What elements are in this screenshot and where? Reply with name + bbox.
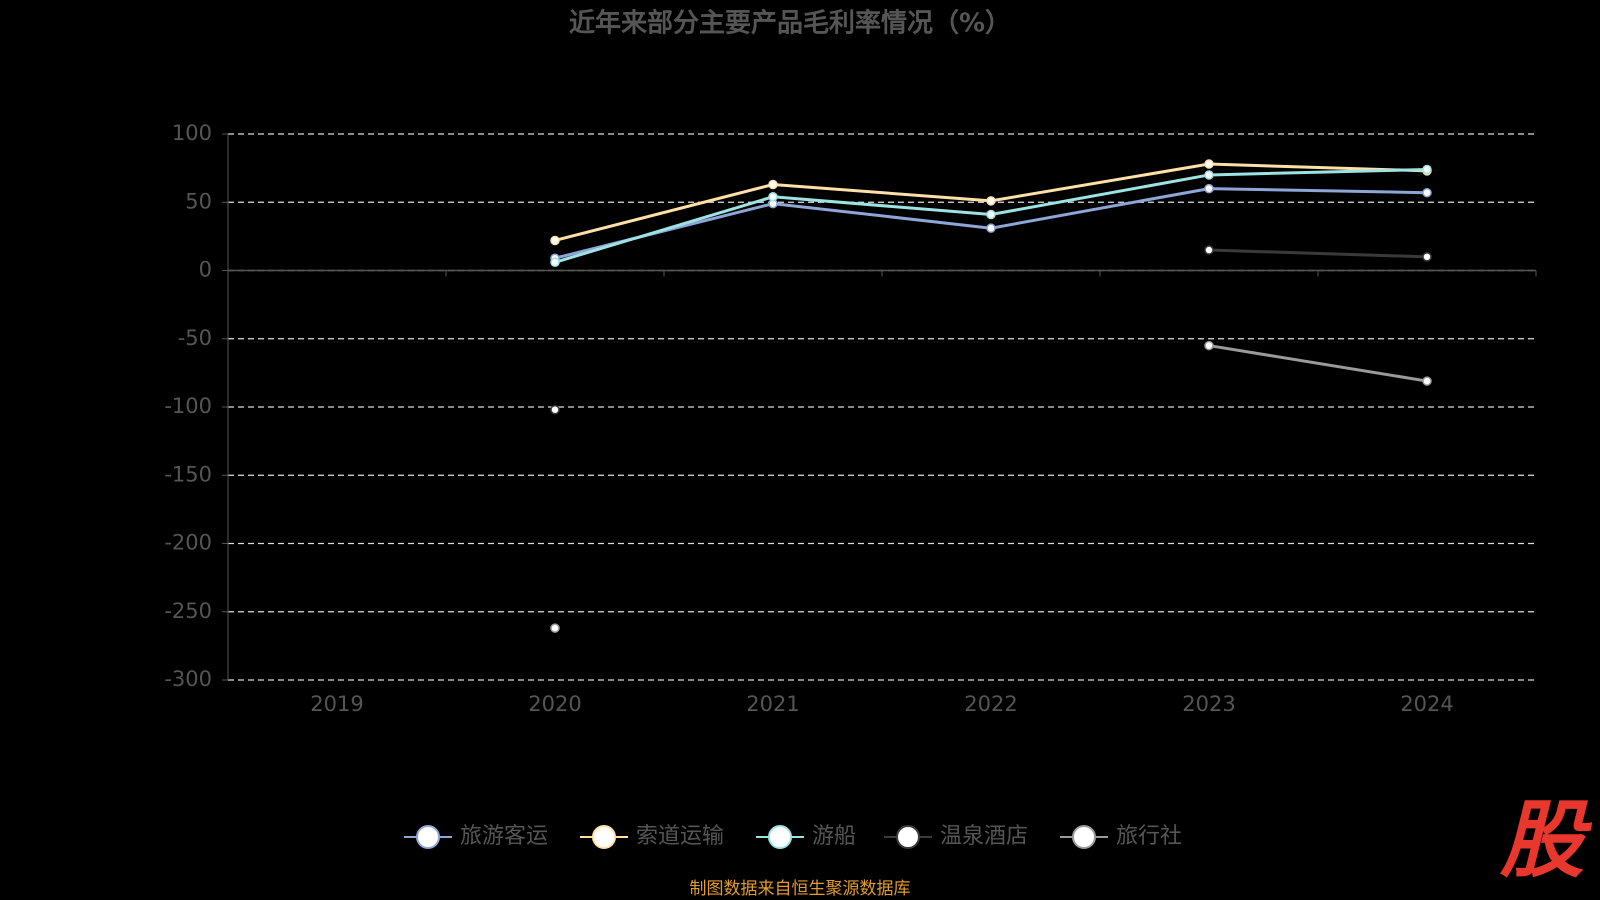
data-point <box>1204 245 1214 255</box>
legend-label: 旅行社 <box>1116 824 1182 849</box>
data-point <box>550 623 560 633</box>
chart-title: 近年来部分主要产品毛利率情况（%） <box>569 8 1011 39</box>
data-point <box>550 257 560 268</box>
data-point <box>550 235 560 246</box>
x-tick-label: 2024 <box>1400 692 1453 716</box>
x-tick-label: 2022 <box>964 692 1017 716</box>
legend-marker <box>1072 825 1096 849</box>
data-point <box>1204 159 1214 169</box>
y-tick-label: 0 <box>199 258 212 282</box>
y-tick-label: -300 <box>164 667 212 691</box>
data-point <box>1422 376 1432 386</box>
data-point <box>986 223 996 233</box>
y-tick-label: 50 <box>185 189 212 213</box>
logo: 股 <box>1499 791 1593 889</box>
series-line <box>1208 248 1428 259</box>
x-tick-label: 2023 <box>1182 692 1235 716</box>
data-point <box>768 192 778 202</box>
legend-label: 温泉酒店 <box>940 824 1028 849</box>
data-point <box>1422 187 1432 198</box>
data-point <box>1204 170 1214 180</box>
legend-marker <box>896 825 920 849</box>
data-point <box>986 209 996 220</box>
x-tick-label: 2020 <box>528 692 581 716</box>
source-note: 制图数据来自恒生聚源数据库 <box>690 879 911 899</box>
y-tick-label: -150 <box>164 462 212 486</box>
legend-marker <box>768 825 792 849</box>
legend-label: 旅游客运 <box>460 824 548 849</box>
data-point <box>1204 340 1214 351</box>
legend-label: 索道运输 <box>636 824 724 849</box>
x-tick-label: 2019 <box>310 692 363 716</box>
data-point <box>1422 164 1432 175</box>
data-point <box>550 404 560 415</box>
series-line <box>1208 344 1428 383</box>
legend-marker <box>416 825 440 849</box>
data-point <box>986 196 996 206</box>
data-point <box>1204 183 1214 194</box>
y-tick-label: 100 <box>172 121 212 145</box>
legend-marker <box>592 825 616 849</box>
legend-label: 游船 <box>812 824 856 849</box>
y-tick-label: -250 <box>164 599 212 623</box>
y-tick-label: -200 <box>164 531 212 555</box>
x-tick-label: 2021 <box>746 692 799 716</box>
data-point <box>1422 252 1432 262</box>
y-tick-label: -100 <box>164 394 212 418</box>
data-point <box>768 179 778 190</box>
y-tick-label: -50 <box>178 326 212 350</box>
